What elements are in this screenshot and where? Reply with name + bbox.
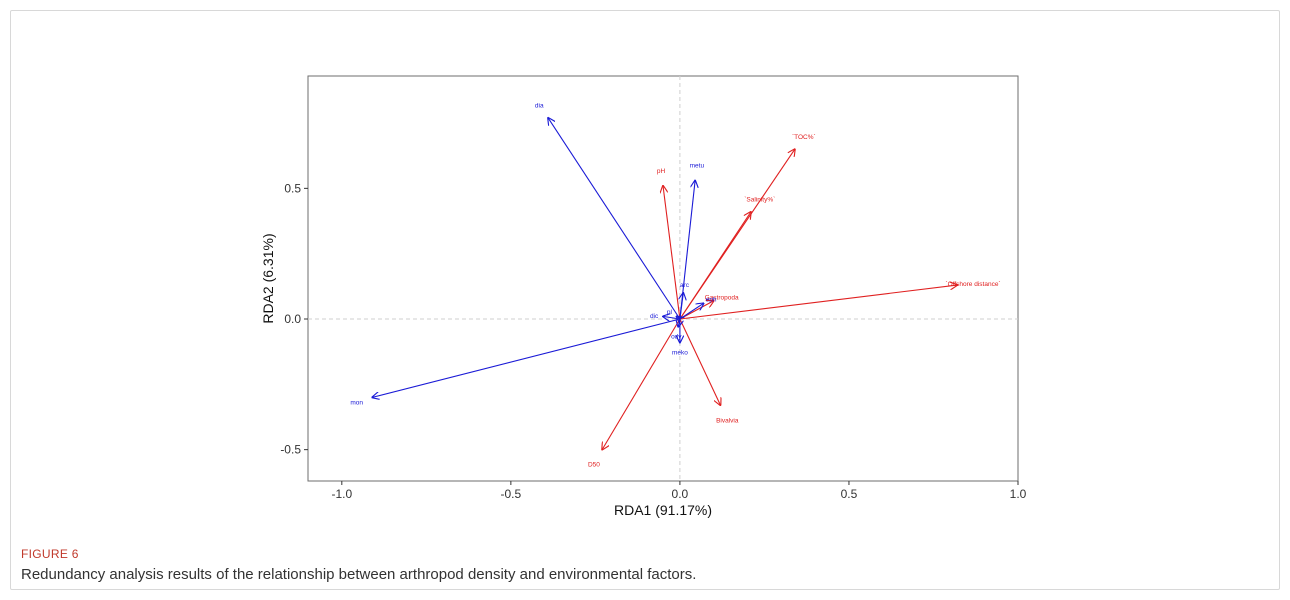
environment-vector-label: Gastropoda: [705, 294, 739, 301]
zero-lines: [308, 76, 1018, 481]
x-tick-label: -0.5: [501, 487, 522, 501]
environment-vector-label: Bivalvia: [716, 418, 739, 425]
environment-vector-label: D50: [588, 461, 600, 468]
species-vector-label: dia: [535, 102, 544, 109]
environment-vector-arrow: [679, 212, 751, 320]
environment-vector-arrow: [663, 186, 681, 320]
species-vector-label: meko: [672, 350, 688, 357]
species-vector-arrow: [372, 318, 681, 397]
y-axis: -0.5 0.0 0.5: [280, 181, 308, 457]
species-vector-label: arc: [680, 282, 690, 289]
figure-frame: -1.0 -0.5 0.0 0.5 1.0 -0.5 0.0 0.5 `TOC%` `Sali…: [10, 10, 1280, 590]
vectors: `TOC%` `Salinity%` pH `Offshore distance` Bi…: [350, 102, 1000, 468]
species-vector-label: pl: [667, 309, 673, 316]
environment-vector-arrow: [679, 285, 957, 320]
y-tick-label: 0.5: [284, 181, 301, 195]
species-vector-label: dic: [650, 313, 659, 320]
figure-label: FIGURE 6: [21, 547, 79, 561]
rda-biplot: -1.0 -0.5 0.0 0.5 1.0 -0.5 0.0 0.5 `TOC%` `Sali…: [260, 75, 1027, 518]
environment-vector-arrow: [602, 318, 681, 450]
y-tick-label: 0.0: [284, 312, 301, 326]
plot-panel: [307, 75, 1019, 482]
x-tick-label: 1.0: [1010, 487, 1027, 501]
environment-vector-label: `Offshore distance`: [945, 281, 1000, 288]
species-vector-label: eph: [706, 296, 717, 303]
x-tick-label: -1.0: [331, 487, 352, 501]
species-vector-label: ody: [671, 334, 682, 341]
environment-vector-label: pH: [657, 168, 666, 175]
species-vector-arrow: [679, 303, 704, 320]
species-vector-arrow: [677, 316, 680, 319]
species-vector-arrow: [680, 293, 683, 320]
x-tick-label: 0.0: [672, 487, 689, 501]
y-tick-label: -0.5: [280, 443, 301, 457]
x-axis: -1.0 -0.5 0.0 0.5 1.0: [331, 481, 1027, 501]
environment-vector-arrow: [679, 318, 721, 405]
species-vector-label: mon: [350, 399, 363, 406]
x-axis-title: RDA1 (91.17%): [614, 502, 712, 518]
environment-vector-label: `Salinity%`: [744, 197, 775, 204]
environment-vector-label: `TOC%`: [792, 134, 816, 141]
x-tick-label: 0.5: [841, 487, 858, 501]
y-axis-title: RDA2 (6.31%): [260, 233, 276, 323]
figure-caption: Redundancy analysis results of the relat…: [21, 566, 697, 583]
species-vector-arrow: [548, 118, 681, 320]
species-vector-label: metu: [690, 163, 705, 170]
